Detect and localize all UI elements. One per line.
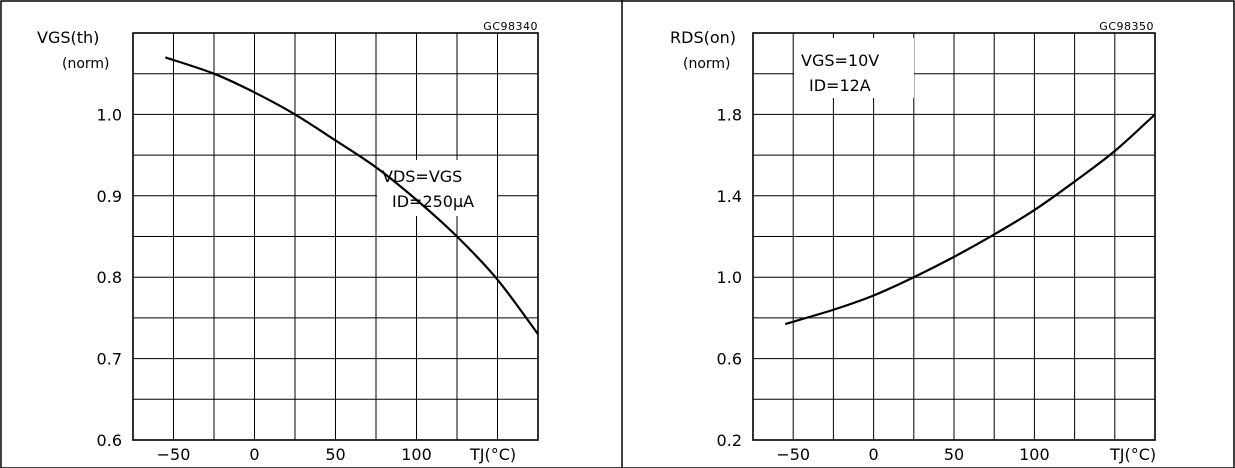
x-axis-label: TJ(°C) [1109,445,1156,464]
x-tick-label: 100 [1019,445,1050,464]
annotation-box: VDS=VGS ID=250µA [377,160,497,216]
grid [132,32,539,441]
y-axis-label: VGS(th) [37,28,99,47]
series-line [784,113,1156,326]
y-tick-label: 0.2 [717,431,742,450]
series-line [165,56,539,335]
chart-vgs-threshold: GC98340 VDS=VGS ID=250µA 1.0 0.9 0.8 0.7 0.6… [37,20,539,464]
y-tick-labels: 1.8 1.4 1.0 0.6 0.2 [717,105,742,450]
annotation-line-1: VDS=VGS [382,167,462,186]
x-tick-labels: −50 0 50 100 [776,445,1049,464]
y-axis-sublabel: (norm) [62,56,110,72]
y-tick-label: 0.8 [97,268,122,287]
annotation-line-1: VGS=10V [801,51,879,70]
y-tick-label: 0.9 [97,187,122,206]
y-tick-label: 0.7 [97,350,122,369]
y-axis-label: RDS(on) [670,28,736,47]
x-tick-label: −50 [776,445,810,464]
annotation-box: VGS=10V ID=12A [794,38,914,98]
y-tick-label: 0.6 [717,350,742,369]
annotation-background [794,38,914,98]
chart-rds-on: GC98350 VGS=10V ID=12A 1.8 1.4 1.0 0.6 0.2 −… [670,20,1156,464]
y-tick-labels: 1.0 0.9 0.8 0.7 0.6 [97,105,122,450]
x-tick-label: 100 [401,445,432,464]
x-tick-label: 50 [325,445,345,464]
y-axis-sublabel: (norm) [683,56,731,72]
y-tick-label: 1.4 [717,187,742,206]
x-tick-label: 0 [249,445,259,464]
annotation-line-2: ID=12A [809,76,871,95]
x-tick-label: −50 [157,445,191,464]
y-tick-label: 1.8 [717,105,742,124]
x-tick-label: 50 [944,445,964,464]
y-tick-label: 0.6 [97,431,122,450]
x-tick-label: 0 [869,445,879,464]
annotation-line-2: ID=250µA [392,192,474,211]
chart-code: GC98350 [1099,20,1154,33]
x-tick-labels: −50 0 50 100 [157,445,432,464]
y-tick-label: 1.0 [717,268,742,287]
chart-code: GC98340 [483,20,538,33]
annotation-background [377,160,497,216]
grid [752,32,1156,441]
y-tick-label: 1.0 [97,105,122,124]
x-axis-label: TJ(°C) [469,445,516,464]
